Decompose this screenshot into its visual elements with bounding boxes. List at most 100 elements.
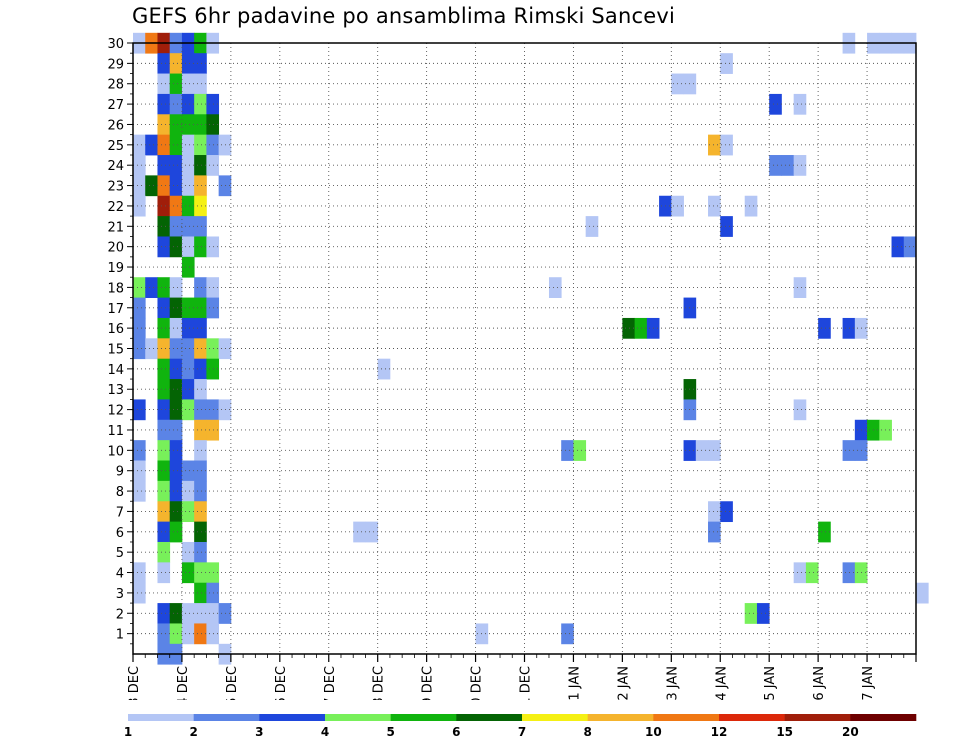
heatmap-cell [169, 501, 183, 523]
heatmap-cell [194, 297, 207, 319]
y-tick-label: 12 [107, 404, 124, 419]
heatmap-cell [194, 562, 207, 584]
heatmap-cell [708, 134, 721, 156]
heatmap-cell [169, 358, 183, 380]
heatmap-cell [548, 277, 562, 298]
legend-swatch [325, 714, 391, 721]
chart-title: GEFS 6hr padavine po ansamblima Rimski S… [132, 4, 676, 28]
heatmap-cell [622, 317, 636, 339]
x-tick-label: 06 JAN [812, 666, 827, 700]
heatmap-cell [157, 521, 171, 543]
heatmap-cell [157, 277, 171, 298]
heatmap-cell [194, 440, 207, 461]
y-tick-label: 6 [116, 526, 124, 541]
heatmap-cell [169, 317, 183, 339]
heatmap-cell [842, 562, 856, 584]
heatmap-cell [169, 155, 183, 176]
heatmap-cell [157, 419, 171, 441]
y-tick-label: 13 [107, 383, 124, 398]
heatmap-cell [157, 562, 171, 584]
heatmap-cell [194, 541, 207, 563]
heatmap-cell [157, 379, 171, 400]
heatmap-cell [169, 195, 183, 217]
heatmap-cell [695, 440, 709, 461]
heatmap-cell [145, 338, 158, 360]
heatmap-cell [157, 195, 171, 217]
heatmap-cell [194, 195, 207, 217]
heatmap-cell [181, 175, 195, 197]
heatmap-cell [181, 297, 195, 319]
heatmap-cell [157, 603, 171, 624]
y-tick-label: 1 [116, 628, 124, 643]
heatmap-cell [181, 358, 195, 380]
heatmap-cell [181, 623, 195, 645]
legend-label: 2 [189, 725, 197, 739]
heatmap-cell [206, 114, 220, 136]
heatmap-cell [206, 93, 220, 115]
legend-label: 12 [711, 725, 728, 739]
heatmap-cell [169, 379, 183, 400]
heatmap-cell [573, 440, 587, 461]
heatmap-cell [194, 53, 207, 74]
heatmap-cell [206, 236, 220, 258]
legend-label: 7 [518, 725, 526, 739]
heatmap-cell [769, 155, 782, 176]
heatmap-cell [181, 501, 195, 523]
legend-label: 20 [842, 725, 859, 739]
heatmap-cell [169, 338, 183, 360]
heatmap-cell [169, 53, 183, 74]
heatmap-cell [194, 460, 207, 482]
y-tick-label: 14 [107, 363, 124, 378]
y-tick-label: 19 [107, 261, 124, 276]
heatmap-cell [634, 317, 648, 339]
heatmap-cell [157, 216, 171, 237]
x-tick-label: 28 DEC [372, 666, 387, 700]
heatmap-cell [169, 521, 183, 543]
heatmap-cell [145, 134, 158, 156]
legend-swatch [390, 714, 457, 721]
heatmap-cell [157, 134, 171, 156]
heatmap-cell [181, 603, 195, 624]
heatmap-cell [181, 195, 195, 217]
heatmap-cell [157, 93, 171, 115]
legend-swatch [719, 714, 785, 721]
heatmap-cell [169, 175, 183, 197]
y-tick-label: 18 [107, 281, 124, 296]
heatmap-cell [206, 562, 220, 584]
x-tick-label: 30 DEC [470, 666, 485, 700]
heatmap-cell [181, 216, 195, 237]
heatmap-cell [169, 399, 183, 421]
heatmap-cell [157, 541, 171, 563]
heatmap-cell [903, 236, 917, 258]
heatmap-cell [781, 155, 795, 176]
y-tick-label: 20 [107, 241, 124, 256]
heatmap-cell [181, 134, 195, 156]
heatmap-cell [218, 399, 232, 421]
y-tick-label: 11 [107, 424, 124, 439]
heatmap-cell [169, 114, 183, 136]
heatmap-cell [157, 175, 171, 197]
heatmap-cell [194, 623, 207, 645]
heatmap-cell [194, 277, 207, 298]
y-tick-label: 5 [116, 546, 124, 561]
heatmap-cell [561, 440, 574, 461]
heatmap-cell [133, 175, 146, 197]
heatmap-cell [169, 440, 183, 461]
heatmap-cell [206, 582, 220, 604]
y-tick-label: 23 [107, 180, 124, 195]
legend-label: 1 [124, 725, 132, 739]
heatmap-cell [157, 338, 171, 360]
x-tick-label: 07 JAN [861, 666, 876, 700]
y-tick-label: 3 [116, 587, 124, 602]
y-tick-label: 7 [116, 505, 124, 520]
heatmap-cell [133, 338, 146, 360]
heatmap-cell [793, 155, 807, 176]
heatmap-cell [561, 623, 574, 645]
y-tick-label: 16 [107, 322, 124, 337]
heatmap-cells [133, 32, 929, 665]
heatmap-cell [377, 358, 391, 380]
heatmap-cell [206, 623, 220, 645]
heatmap-cell [169, 480, 183, 502]
heatmap-cell [133, 317, 146, 339]
heatmap-cell [133, 480, 146, 502]
